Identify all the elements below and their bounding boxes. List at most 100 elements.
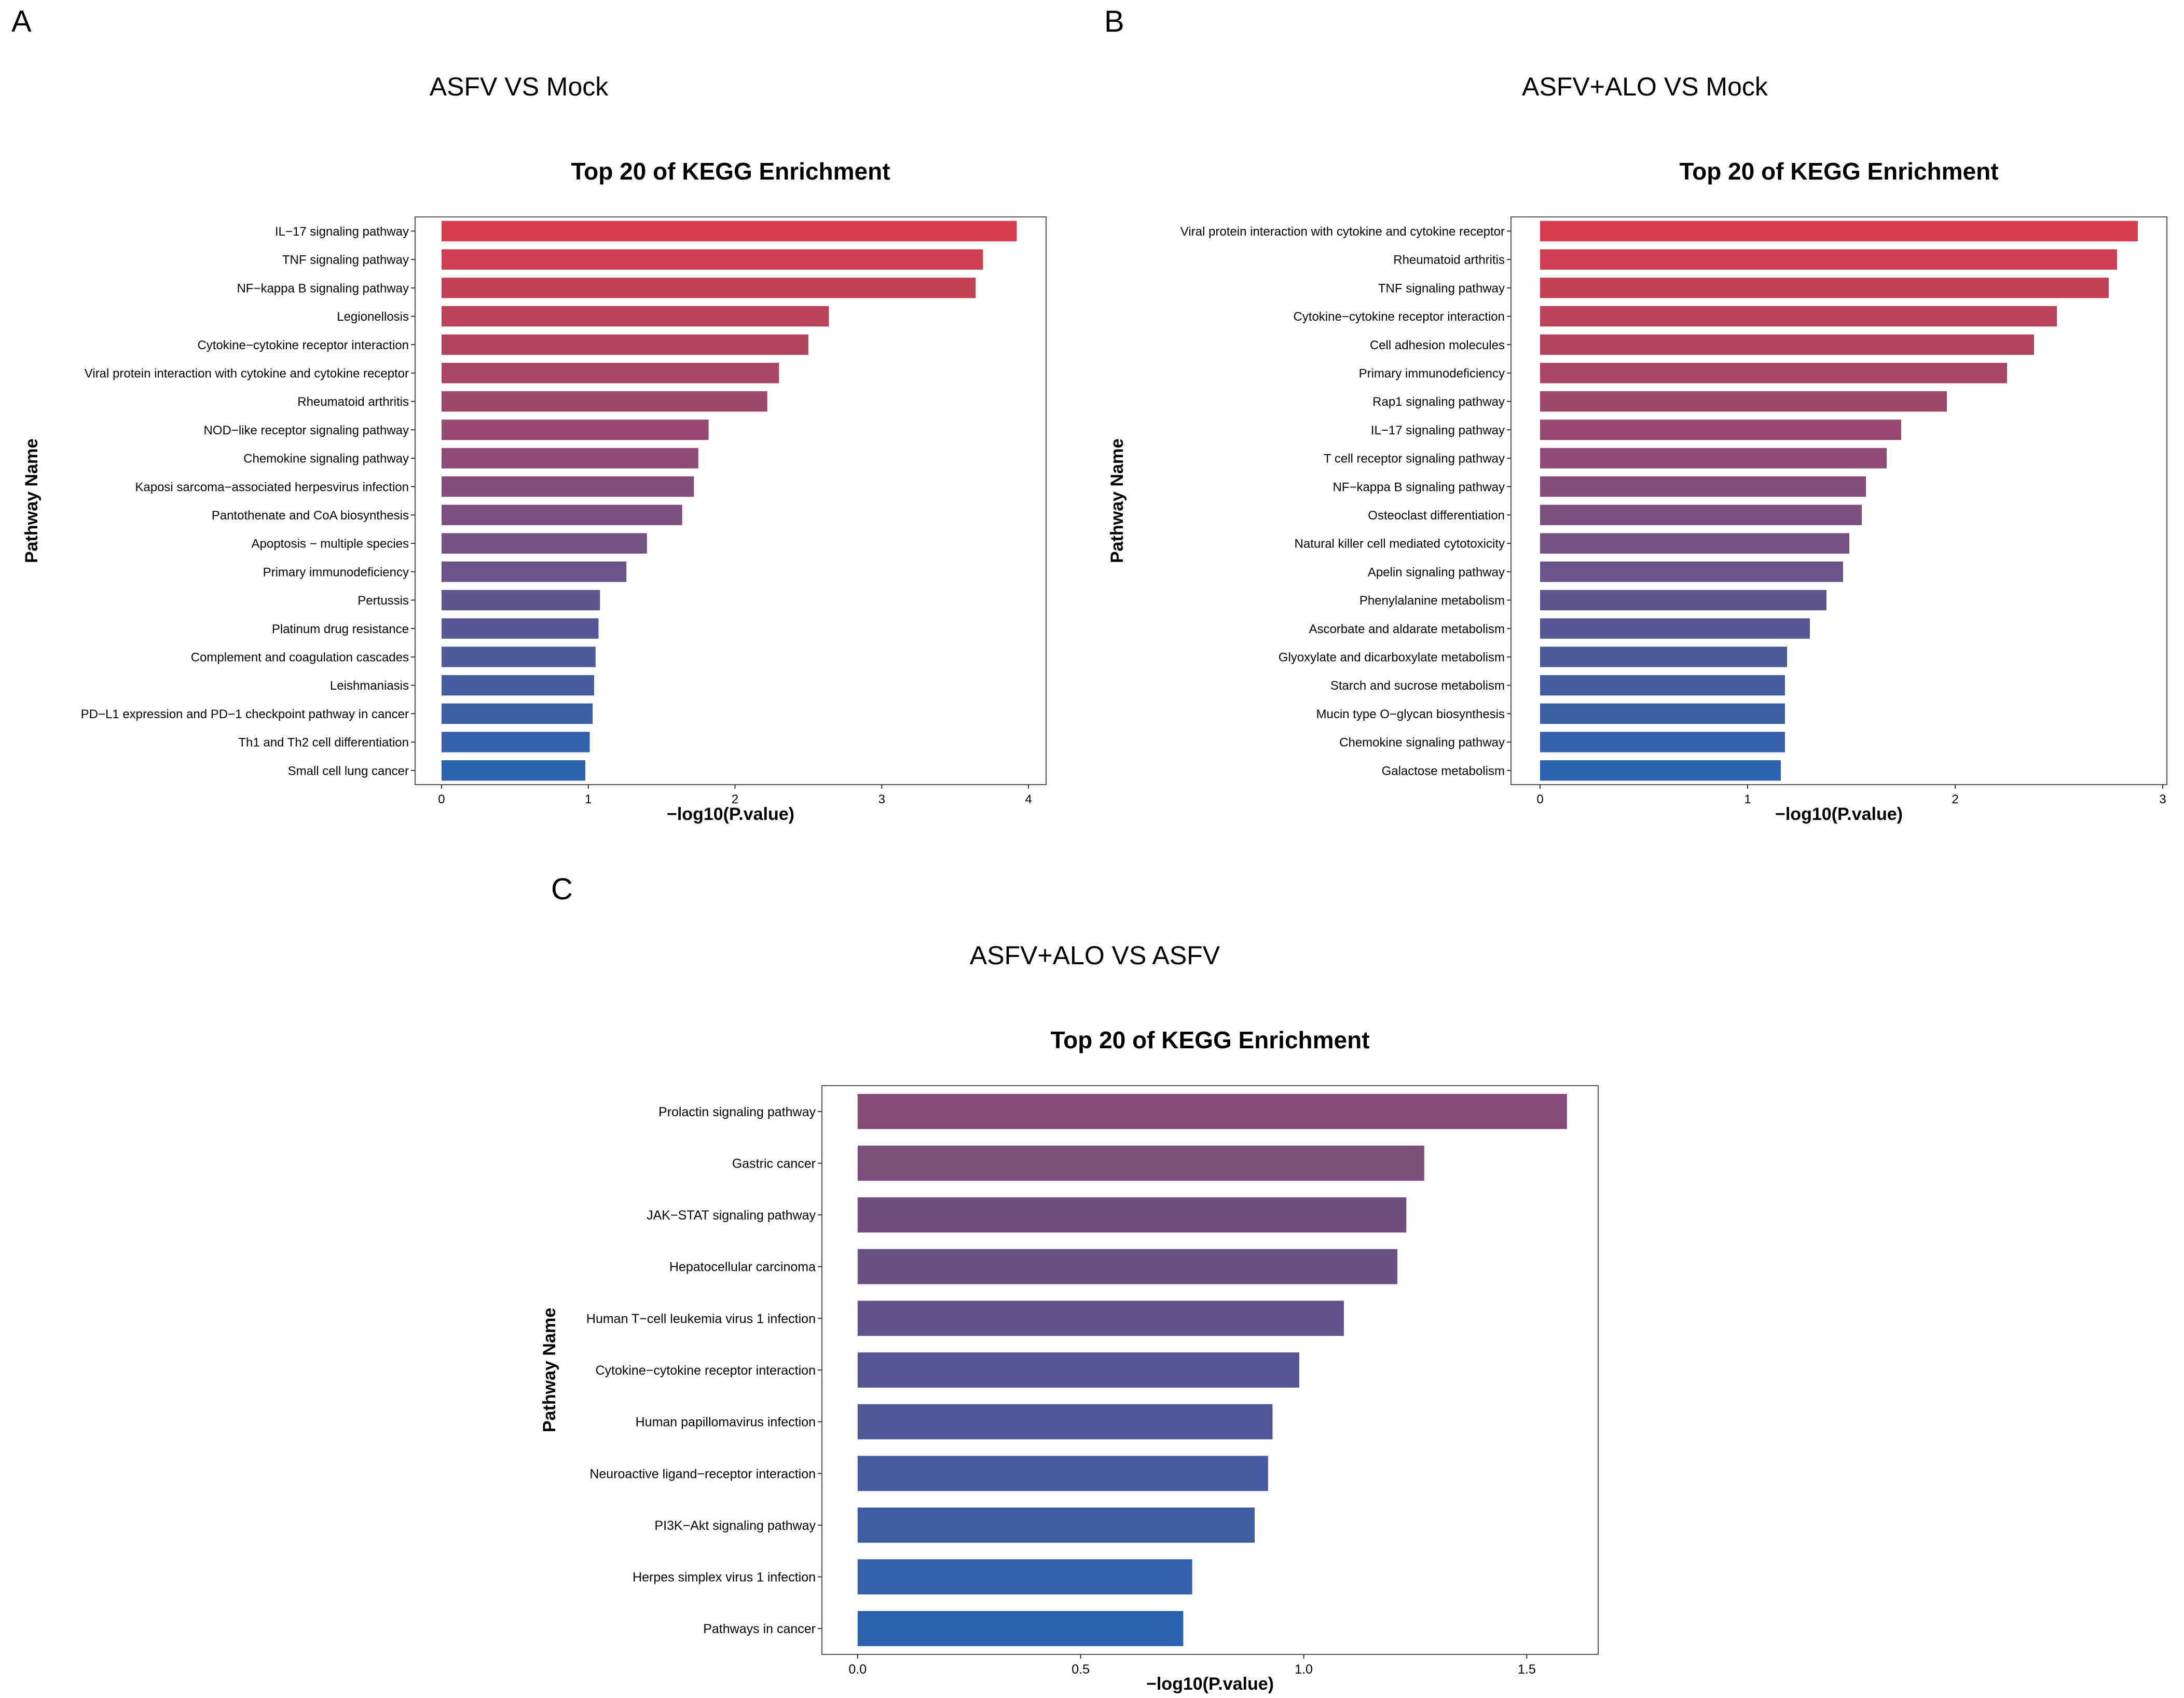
y-axis-label: Pathway Name — [540, 1308, 559, 1432]
bar — [857, 1611, 1184, 1647]
category-label: Primary immunodeficiency — [1359, 366, 1505, 380]
category-label: Apoptosis − multiple species — [252, 537, 409, 551]
category-label: Chemokine signaling pathway — [243, 452, 409, 466]
category-label: Apelin signaling pathway — [1368, 565, 1505, 579]
category-label: Pantothenate and CoA biosynthesis — [212, 509, 409, 523]
category-label: NOD−like receptor signaling pathway — [203, 423, 409, 437]
bar — [441, 221, 1017, 242]
category-label: JAK−STAT signaling pathway — [647, 1208, 816, 1223]
x-tick-label: 0 — [1536, 792, 1543, 806]
bar — [441, 363, 779, 384]
bar — [857, 1145, 1424, 1181]
x-tick-label: 0 — [438, 792, 445, 806]
category-label: NF−kappa B signaling pathway — [237, 281, 409, 295]
category-label: IL−17 signaling pathway — [275, 225, 409, 239]
category-label: Pathways in cancer — [703, 1622, 816, 1636]
category-label: NF−kappa B signaling pathway — [1333, 480, 1505, 494]
bar — [857, 1404, 1273, 1440]
category-label: Human papillomavirus infection — [636, 1415, 816, 1430]
category-label: Glyoxylate and dicarboxylate metabolism — [1279, 650, 1505, 664]
bar — [1540, 703, 1785, 724]
bar — [857, 1456, 1268, 1491]
category-label: Cytokine−cytokine receptor interaction — [1293, 310, 1505, 324]
bar — [1540, 533, 1849, 554]
bar — [441, 334, 808, 355]
bar — [1540, 732, 1785, 752]
category-label: Kaposi sarcoma−associated herpesvirus in… — [135, 480, 409, 494]
bar — [1540, 419, 1901, 440]
category-label: T cell receptor signaling pathway — [1324, 452, 1505, 466]
category-label: Starch and sucrose metabolism — [1330, 679, 1505, 693]
category-label: Cytokine−cytokine receptor interaction — [595, 1363, 816, 1378]
plot-frame — [415, 216, 1047, 785]
category-label: Primary immunodeficiency — [263, 565, 409, 579]
chart-title: Top 20 of KEGG Enrichment — [1050, 1026, 1369, 1053]
category-label: PI3K−Akt signaling pathway — [654, 1518, 816, 1533]
bar — [441, 760, 586, 781]
bar — [441, 703, 593, 724]
x-tick-label: 1.0 — [1295, 1662, 1313, 1677]
x-tick-label: 2 — [1952, 792, 1958, 806]
bar — [441, 448, 698, 469]
category-label: Platinum drug resistance — [272, 622, 409, 636]
category-label: Viral protein interaction with cytokine … — [1180, 225, 1505, 239]
category-label: Neuroactive ligand−receptor interaction — [589, 1467, 816, 1481]
chart-title: Top 20 of KEGG Enrichment — [571, 158, 890, 185]
bar — [857, 1559, 1192, 1595]
panel-b-comparison-title: ASFV+ALO VS Mock — [1522, 72, 1768, 101]
plot-frame — [1510, 216, 2167, 785]
category-label: Herpes simplex virus 1 infection — [633, 1570, 816, 1585]
category-label: Human T−cell leukemia virus 1 infection — [586, 1311, 816, 1326]
category-label: Gastric cancer — [732, 1156, 816, 1171]
category-label: Cytokine−cytokine receptor interaction — [197, 338, 409, 352]
category-label: Mucin type O−glycan biosynthesis — [1316, 707, 1505, 721]
bar — [1540, 278, 2109, 298]
category-label: Viral protein interaction with cytokine … — [85, 366, 409, 380]
category-label: Osteoclast differentiation — [1368, 509, 1505, 523]
panel-letter-b: B — [1104, 5, 1124, 38]
bar — [857, 1300, 1344, 1336]
bar — [1540, 221, 2138, 242]
bar — [441, 732, 590, 752]
panel-c-comparison-title: ASFV+ALO VS ASFV — [969, 941, 1220, 970]
bar — [1540, 760, 1781, 781]
bar — [1540, 363, 2007, 384]
category-label: IL−17 signaling pathway — [1371, 423, 1505, 437]
x-tick-label: 3 — [878, 792, 885, 806]
category-label: Small cell lung cancer — [288, 764, 409, 778]
category-label: Natural killer cell mediated cytotoxicit… — [1295, 537, 1505, 551]
bar — [857, 1249, 1398, 1284]
bar — [1540, 562, 1843, 582]
bar — [1540, 334, 2034, 355]
x-tick-label: 1 — [585, 792, 592, 806]
bar — [857, 1093, 1567, 1129]
bar — [1540, 504, 1862, 526]
bar — [1540, 590, 1826, 611]
panel-a-comparison-title: ASFV VS Mock — [429, 72, 609, 101]
category-label: Phenylalanine metabolism — [1359, 594, 1505, 608]
bar — [1540, 306, 2057, 327]
bar — [441, 391, 767, 412]
bar — [857, 1352, 1299, 1388]
category-label: Galactose metabolism — [1382, 764, 1505, 778]
panel-letter-a: A — [11, 5, 32, 38]
category-label: Prolactin signaling pathway — [658, 1105, 816, 1119]
x-axis-label: −log10(P.value) — [1775, 804, 1903, 824]
x-axis-label: −log10(P.value) — [1146, 1674, 1274, 1694]
x-tick-label: 1 — [1744, 792, 1751, 806]
bar — [1540, 249, 2117, 270]
x-tick-label: 0.0 — [848, 1662, 867, 1677]
bar — [441, 476, 694, 497]
category-label: Chemokine signaling pathway — [1339, 736, 1505, 750]
bar — [441, 278, 976, 298]
category-label: PD−L1 expression and PD−1 checkpoint pat… — [81, 707, 409, 721]
x-tick-label: 4 — [1025, 792, 1032, 806]
bar — [441, 249, 983, 270]
category-label: Hepatocellular carcinoma — [669, 1260, 816, 1275]
bar — [441, 647, 596, 667]
category-label: Rheumatoid arthritis — [1393, 253, 1505, 267]
category-label: Cell adhesion molecules — [1370, 338, 1505, 352]
category-label: Pertussis — [358, 594, 409, 608]
panel-letter-c: C — [551, 872, 573, 906]
